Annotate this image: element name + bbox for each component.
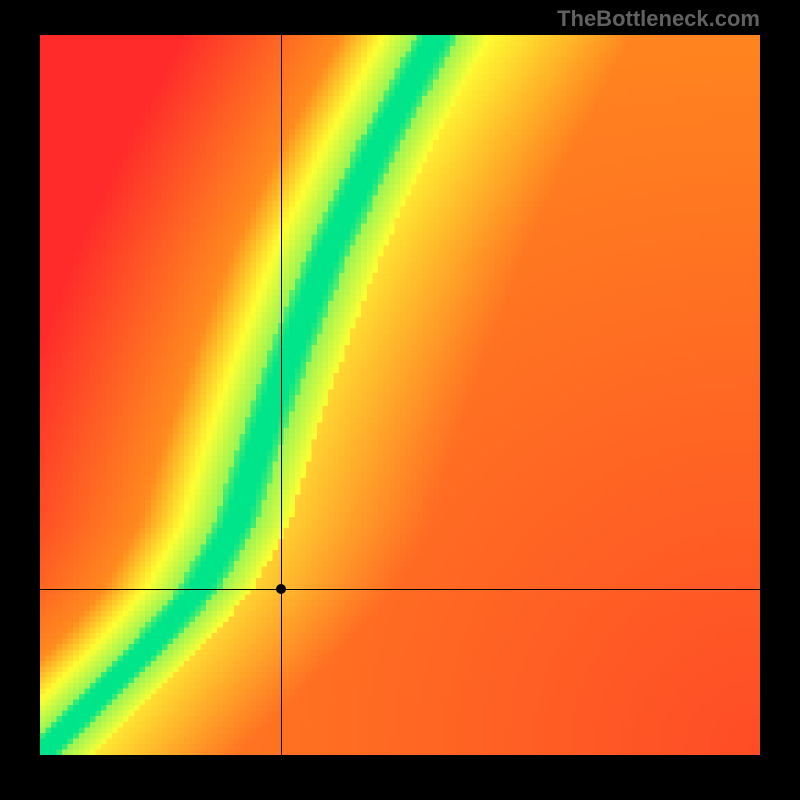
crosshair-marker: [276, 584, 286, 594]
crosshair-vertical: [281, 35, 282, 755]
heatmap-canvas: [40, 35, 760, 755]
watermark-text: TheBottleneck.com: [557, 6, 760, 32]
crosshair-horizontal: [40, 589, 760, 590]
plot-area: [40, 35, 760, 755]
